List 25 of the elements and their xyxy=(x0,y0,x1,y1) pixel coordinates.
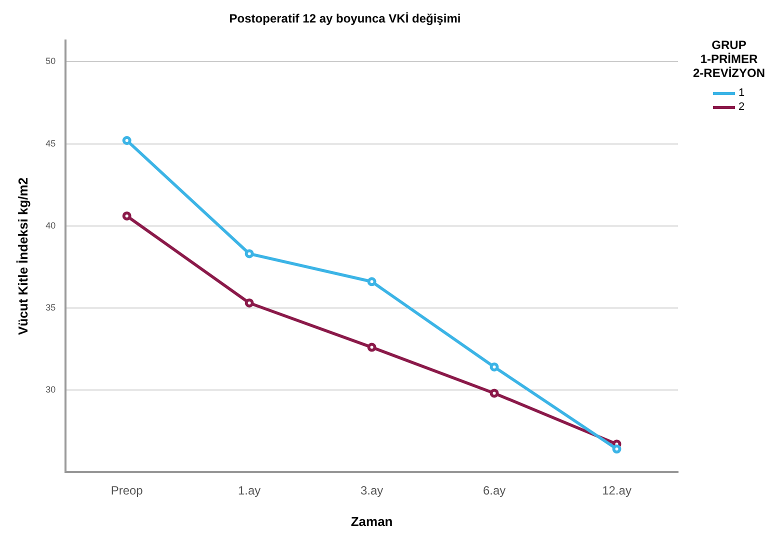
x-tick-label: 1.ay xyxy=(238,484,261,498)
point xyxy=(122,136,132,146)
legend-title: GRUP 1-PRİMER 2-REVİZYON xyxy=(692,38,766,80)
point xyxy=(490,388,499,398)
point xyxy=(490,362,499,372)
y-tick-label: 50 xyxy=(46,56,56,66)
y-axis-title: Vücut Kitle İndeksi kg/m2 xyxy=(15,177,30,335)
y-tick-label: 35 xyxy=(46,302,56,312)
legend-label: 1 xyxy=(738,87,745,99)
point xyxy=(612,444,622,454)
x-tick-label: Preop xyxy=(110,484,144,498)
y-tick-label: 40 xyxy=(46,220,56,230)
point xyxy=(367,342,376,352)
point xyxy=(244,298,254,308)
point xyxy=(122,211,132,220)
x-tick-label: 3.ay xyxy=(360,484,384,498)
point xyxy=(244,249,254,258)
legend-label: 2 xyxy=(738,101,745,113)
x-tick-label: 12.ay xyxy=(602,484,632,498)
x-tick-label: 6.ay xyxy=(482,484,506,498)
y-tick-label: 30 xyxy=(46,384,56,394)
x-axis-title: Zaman xyxy=(350,514,393,529)
chart-title: Postoperatif 12 ay boyunca VKİ değişimi xyxy=(229,12,461,26)
y-tick-label: 45 xyxy=(46,138,56,148)
point xyxy=(367,277,376,286)
